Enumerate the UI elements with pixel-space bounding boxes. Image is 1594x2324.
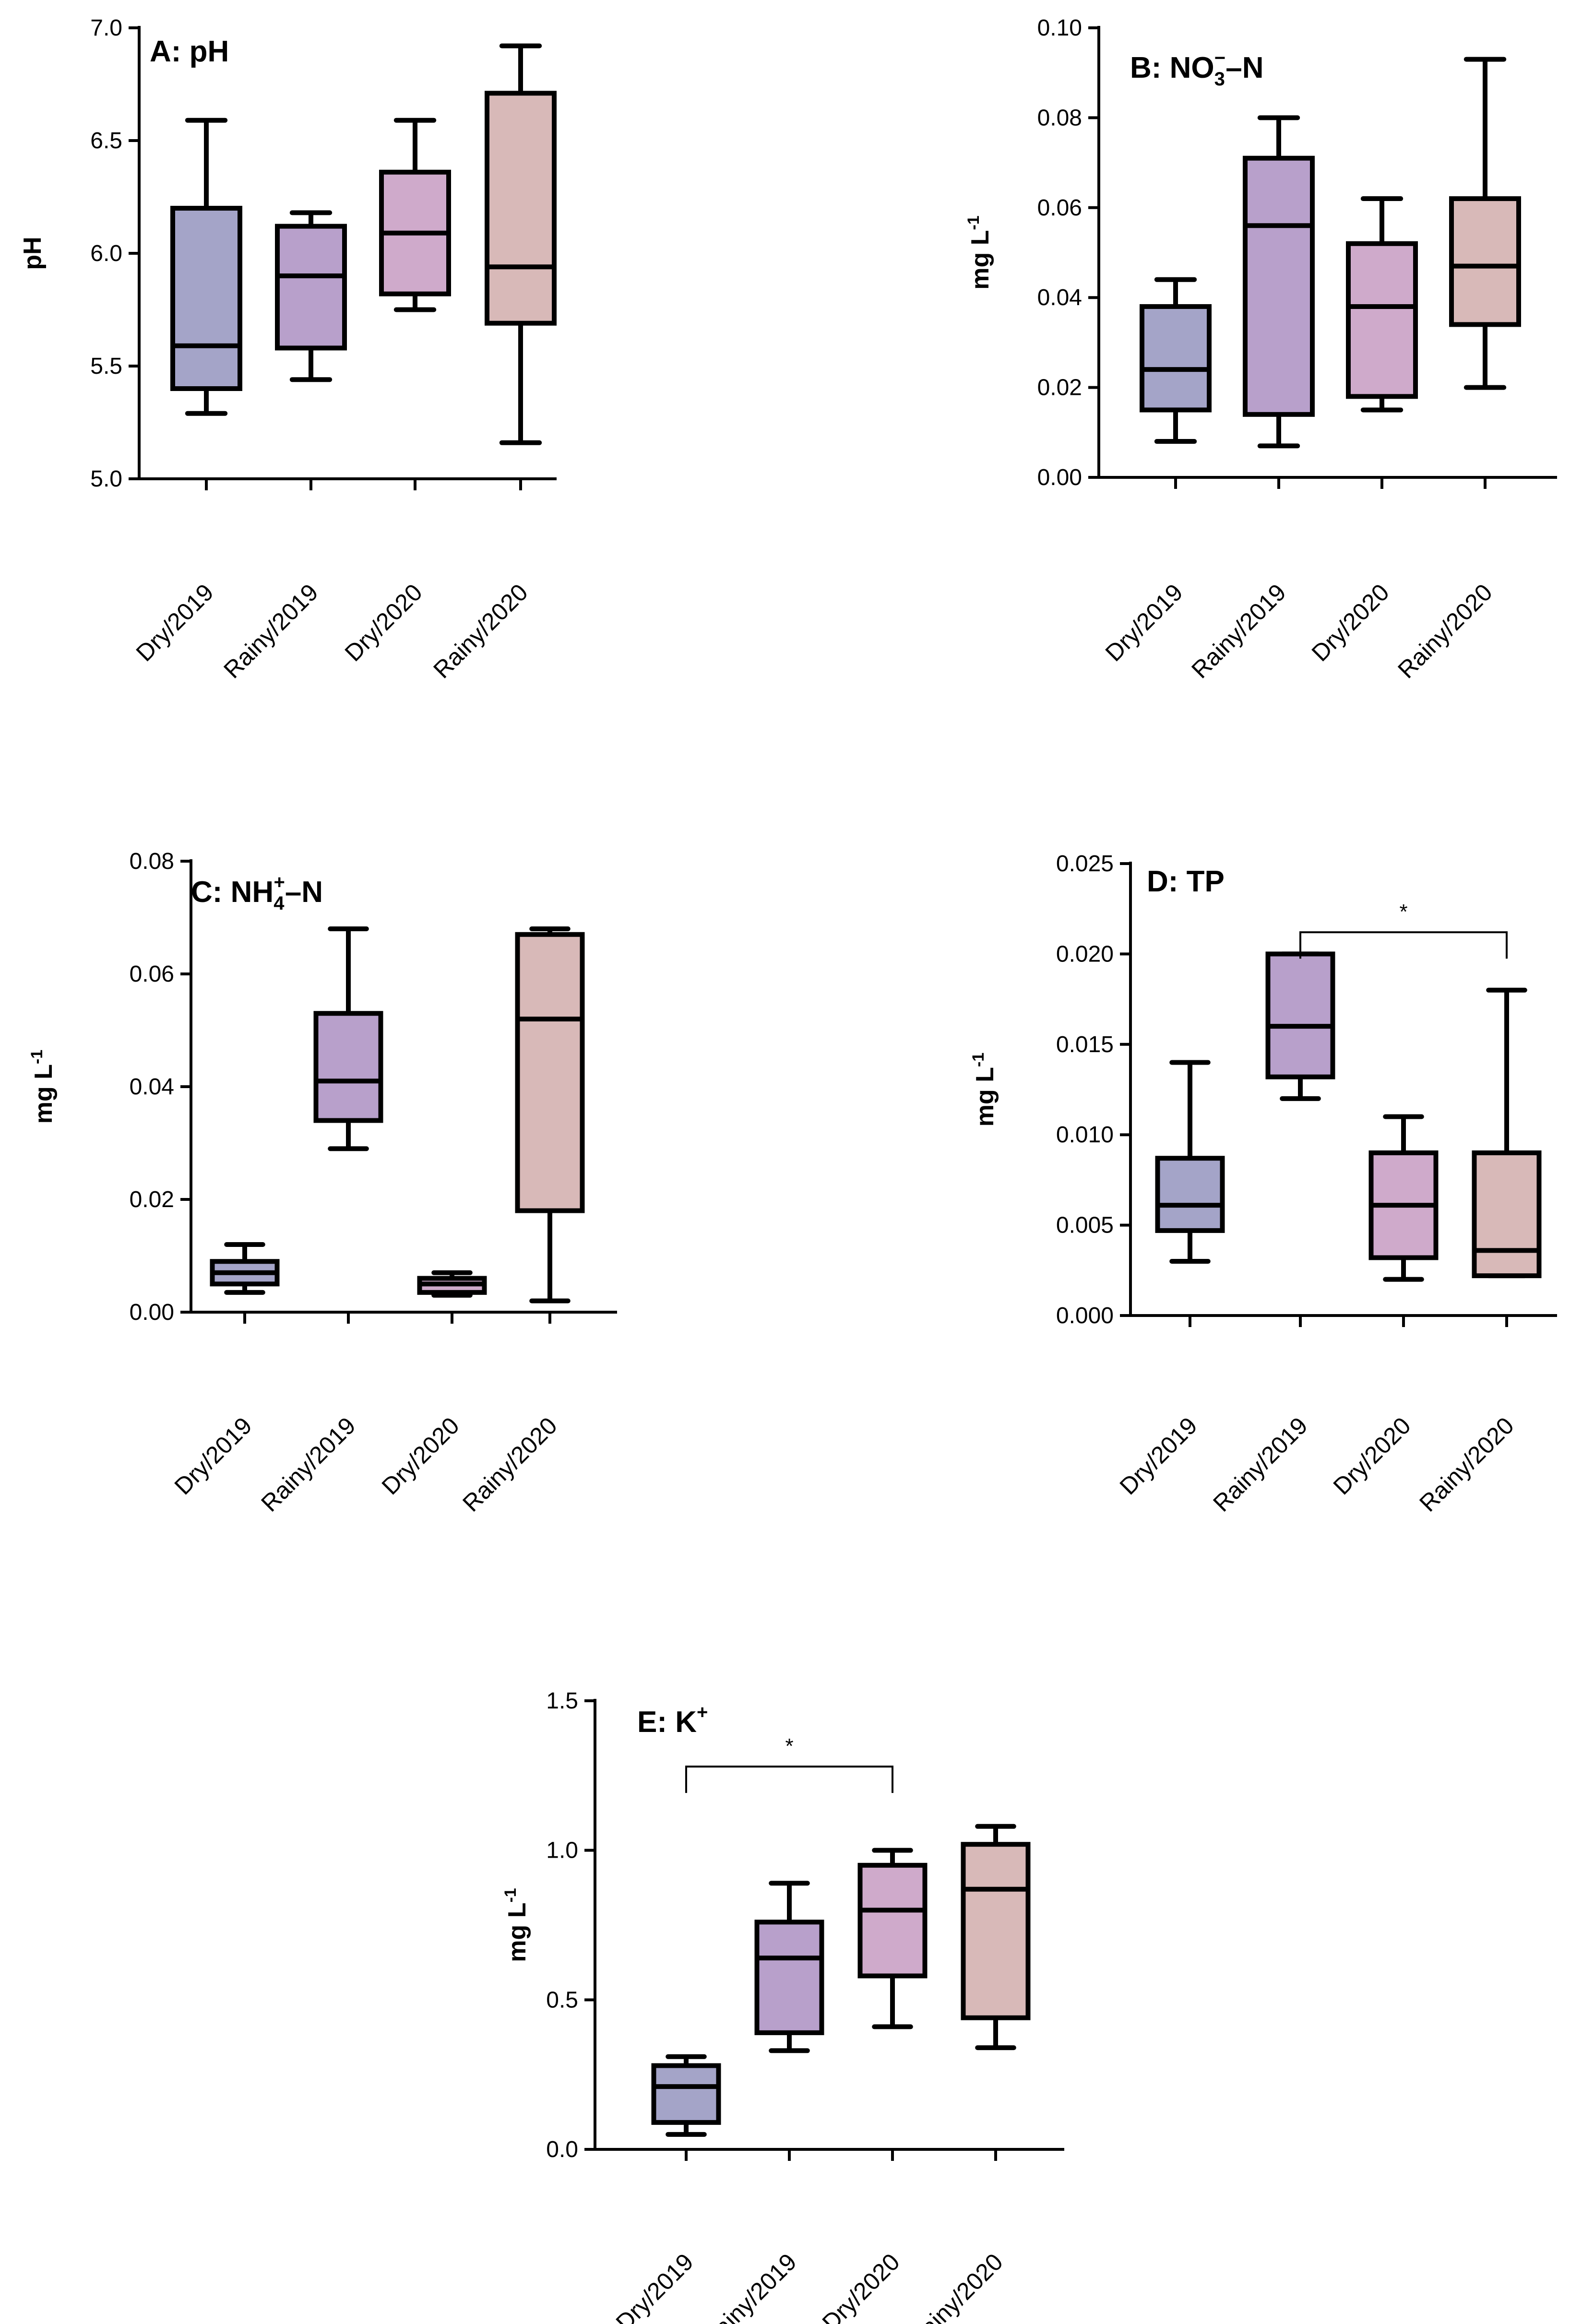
box-b-dry-2020: Dry/2020: [1307, 196, 1418, 666]
panel-a-y-tick-label: 7.0: [90, 15, 122, 41]
significance-bracket-line: [685, 1766, 893, 1793]
box-iqr: [1449, 196, 1521, 327]
panel-a-y-axis-label: pH: [19, 237, 47, 270]
panel-e-y-tick-label: 0.0: [546, 2137, 578, 2162]
panel-c-title: C: NH4+–N: [191, 872, 323, 914]
panel-c-y-tick-label: 0.06: [130, 961, 174, 987]
box-iqr: [651, 2063, 721, 2125]
panel-d-y-tick-label: 0.000: [1056, 1303, 1114, 1328]
x-category-label: Dry/2020: [1328, 1412, 1416, 1500]
panel-c: 0.00 0.02 0.04 0.06 0.08 mg L-1 C: NH4+–N Dry/2…: [28, 849, 617, 1517]
x-category-label: Dry/2019: [169, 1412, 257, 1500]
box-iqr: [485, 91, 557, 326]
panel-d-y-tick-label: 0.025: [1056, 851, 1114, 877]
significance-label: *: [1399, 900, 1407, 924]
box-iqr: [275, 224, 347, 351]
box-iqr: [1140, 304, 1212, 413]
panel-d-y-tick-label: 0.015: [1056, 1032, 1114, 1057]
box-iqr: [1243, 155, 1315, 417]
panel-c-y-tick-label: 0.02: [130, 1187, 174, 1212]
panel-a-y-tick-label: 5.0: [90, 466, 122, 492]
x-category-label: Rainy/2019: [1186, 579, 1291, 683]
x-category-label: Dry/2020: [340, 579, 428, 666]
panel-e: 0.0 0.5 1.0 1.5 mg L-1 E: K+ Dry/2019Rainy/201…: [501, 1688, 1064, 2324]
x-category-label: Dry/2020: [817, 2248, 905, 2324]
box-a-rainy-2020: Rainy/2020: [428, 43, 557, 684]
x-category-label: Dry/2020: [1307, 579, 1394, 666]
panel-e-title: E: K+: [637, 1702, 708, 1739]
panel-e-y-tick-label: 1.5: [546, 1688, 578, 1714]
panel-e-y-axis-label: mg L-1: [501, 1888, 531, 1962]
panel-a-y-tick-label: 6.0: [90, 241, 122, 266]
box-a-dry-2020: Dry/2020: [340, 118, 451, 666]
box-iqr: [1265, 951, 1335, 1079]
box-iqr: [170, 206, 242, 391]
x-category-label: Rainy/2019: [1208, 1412, 1312, 1517]
x-category-label: Rainy/2020: [1414, 1412, 1519, 1517]
box-c-dry-2019: Dry/2019: [169, 1242, 280, 1500]
box-d-dry-2020: Dry/2020: [1328, 1114, 1439, 1500]
panel-c-y-tick-label: 0.00: [130, 1300, 174, 1325]
box-iqr: [857, 1862, 928, 1979]
box-b-dry-2019: Dry/2019: [1100, 277, 1212, 666]
panel-b-y-axis-label: mg L-1: [964, 215, 994, 289]
panel-a: 5.0 5.5 6.0 6.5 7.0 pH A: pH Dry/2019 Rainy/2019…: [19, 15, 557, 684]
x-category-label: Rainy/2019: [218, 579, 323, 683]
x-category-label: Dry/2019: [611, 2248, 699, 2324]
x-category-label: Dry/2020: [377, 1412, 464, 1500]
box-c-rainy-2020: Rainy/2020: [457, 926, 585, 1517]
panel-c-y-tick-label: 0.08: [130, 849, 174, 874]
panel-b-y-tick-label: 0.00: [1037, 465, 1082, 490]
significance-bracket-e: *: [685, 1734, 893, 1793]
panel-b-title: B: NO3−–N: [1130, 47, 1264, 90]
x-category-label: Rainy/2020: [428, 579, 533, 683]
panel-a-title: A: pH: [150, 35, 229, 68]
box-iqr: [1155, 1156, 1225, 1233]
panel-d-y-tick-label: 0.020: [1056, 941, 1114, 967]
x-category-label: Dry/2019: [1115, 1412, 1202, 1500]
panel-b: 0.00 0.02 0.04 0.06 0.08 0.10 mg L-1 B: NO3−–N D…: [964, 15, 1557, 684]
significance-bracket-line: [1299, 931, 1508, 959]
box-iqr: [313, 1011, 383, 1123]
box-iqr: [1346, 241, 1418, 399]
box-c-rainy-2019: Rainy/2019: [256, 926, 383, 1517]
panel-e-y-tick-label: 1.0: [546, 1838, 578, 1863]
panel-d-y-tick-label: 0.010: [1056, 1122, 1114, 1148]
panel-c-y-axis-label: mg L-1: [28, 1050, 58, 1124]
panel-b-y-tick-label: 0.08: [1037, 105, 1082, 130]
box-iqr: [1472, 1150, 1542, 1279]
panel-b-y-tick-label: 0.06: [1037, 195, 1082, 221]
x-category-label: Rainy/2020: [457, 1412, 562, 1517]
panel-a-y-tick-label: 6.5: [90, 128, 122, 154]
box-iqr: [515, 932, 585, 1213]
significance-bracket-d: *: [1299, 900, 1508, 959]
x-category-label: Dry/2019: [131, 579, 219, 666]
panel-d: 0.000 0.005 0.010 0.015 0.020 0.025 mg L-1 D: T…: [969, 851, 1557, 1517]
x-category-label: Rainy/2020: [903, 2248, 1008, 2324]
panel-b-y-tick-label: 0.10: [1037, 15, 1082, 41]
panel-c-y-tick-label: 0.04: [130, 1074, 174, 1100]
x-category-label: Rainy/2019: [256, 1412, 360, 1517]
x-category-label: Rainy/2019: [697, 2248, 801, 2324]
box-iqr: [961, 1842, 1031, 2020]
box-iqr: [754, 1920, 824, 2035]
panel-a-y-tick-label: 5.5: [90, 354, 122, 379]
box-e-dry-2019: Dry/2019: [611, 2054, 721, 2324]
panel-d-title: D: TP: [1147, 865, 1225, 898]
x-category-label: Rainy/2020: [1392, 579, 1497, 683]
box-c-dry-2020: Dry/2020: [377, 1270, 487, 1500]
panel-e-y-tick-label: 0.5: [546, 1987, 578, 2013]
panel-b-y-tick-label: 0.02: [1037, 375, 1082, 401]
box-e-dry-2020: Dry/2020: [817, 1848, 928, 2324]
x-category-label: Dry/2019: [1100, 579, 1188, 666]
panel-d-y-axis-label: mg L-1: [969, 1053, 999, 1126]
panel-b-y-tick-label: 0.04: [1037, 285, 1082, 310]
box-a-dry-2019: Dry/2019: [131, 118, 242, 666]
panel-d-y-tick-label: 0.005: [1056, 1213, 1114, 1238]
box-d-rainy-2019: Rainy/2019: [1208, 951, 1335, 1517]
significance-label: *: [785, 1734, 793, 1758]
